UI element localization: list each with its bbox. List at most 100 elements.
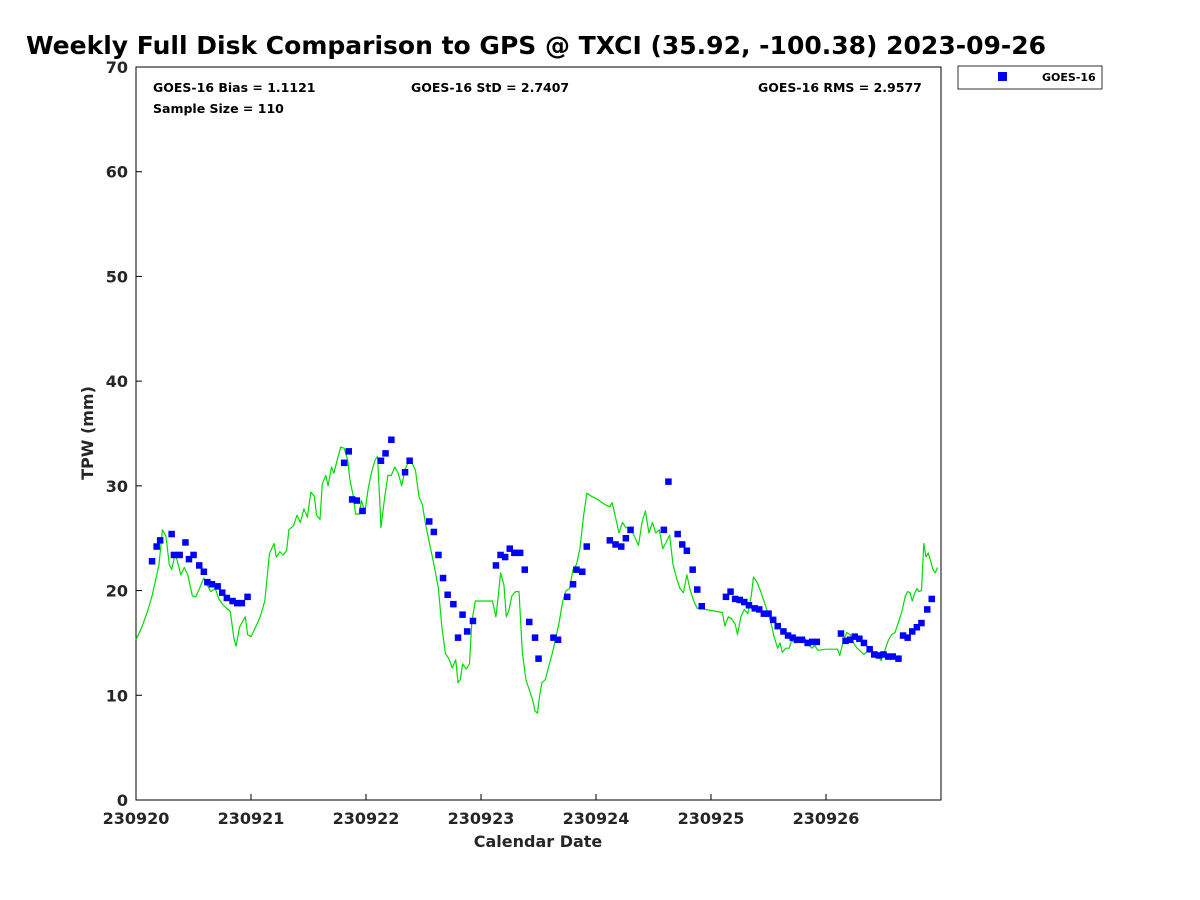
goes16-point <box>426 518 433 525</box>
goes16-point <box>348 496 356 503</box>
goes16-point <box>760 610 768 617</box>
goes16-point <box>756 606 763 613</box>
goes16-point <box>340 459 348 467</box>
goes16-point <box>531 634 539 641</box>
goes16-point <box>497 551 504 559</box>
goes16-point <box>196 562 203 569</box>
goes16-point <box>569 581 577 588</box>
goes16-point <box>804 639 811 647</box>
plot-frame <box>135 66 942 801</box>
goes16-point <box>928 595 935 603</box>
goes16-point <box>377 457 385 464</box>
goes16-point <box>860 639 868 647</box>
goes16-point <box>924 606 931 613</box>
goes16-point <box>435 551 442 559</box>
goes16-point <box>627 526 634 534</box>
stat-std: GOES-16 StD = 2.7407 <box>411 80 569 95</box>
goes16-point <box>521 566 528 573</box>
goes16-point <box>889 653 896 660</box>
goes16-point <box>406 457 413 464</box>
goes16-point <box>866 646 873 653</box>
y-tick-label: 0 <box>117 791 128 810</box>
y-tick-label: 50 <box>106 267 128 286</box>
goes16-point <box>204 578 211 586</box>
y-tick-label: 40 <box>106 372 128 391</box>
goes16-point <box>430 528 438 536</box>
goes16-point <box>345 448 352 455</box>
goes16-point <box>674 530 681 538</box>
x-tick-label: 230920 <box>103 809 170 828</box>
goes16-point <box>813 638 821 646</box>
goes16-point <box>353 497 361 504</box>
goes16-point <box>511 549 518 557</box>
x-tick-label: 230923 <box>448 809 515 828</box>
goes16-point <box>439 574 447 582</box>
goes16-point <box>469 617 477 625</box>
goes16-point <box>851 633 858 640</box>
goes16-point <box>229 597 236 605</box>
gps-line <box>135 446 939 714</box>
legend-marker-goes16 <box>998 72 1007 81</box>
goes16-point <box>769 616 777 624</box>
goes16-point <box>909 628 916 635</box>
goes16-point <box>200 568 208 575</box>
goes16-point <box>168 530 175 538</box>
goes16-point <box>564 593 571 601</box>
goes16-point <box>583 543 590 550</box>
goes16-point <box>880 651 887 658</box>
goes16-point <box>736 596 743 604</box>
y-tick-label: 20 <box>106 582 128 601</box>
goes16-point <box>913 624 921 631</box>
chart-title: Weekly Full Disk Comparison to GPS @ TXC… <box>26 31 1046 60</box>
goes16-point <box>689 566 696 573</box>
goes16-point <box>450 600 457 608</box>
goes16-point <box>176 551 183 559</box>
y-tick-label: 60 <box>106 163 128 182</box>
goes16-point <box>751 605 758 612</box>
goes16-point <box>506 545 513 552</box>
stat-rms: GOES-16 RMS = 2.9577 <box>758 80 922 95</box>
goes16-point <box>182 539 189 546</box>
goes16-point <box>698 603 705 610</box>
goes16-point <box>731 595 739 603</box>
goes16-point <box>156 537 164 544</box>
goes16-point <box>492 562 500 569</box>
goes16-point <box>784 632 792 639</box>
goes16-point <box>660 526 668 534</box>
goes16-point <box>153 543 160 550</box>
x-axis-label: Calendar Date <box>474 832 603 851</box>
goes16-point <box>244 593 251 601</box>
x-tick-label: 230924 <box>563 809 630 828</box>
goes16-point <box>382 450 389 457</box>
goes16-point <box>238 599 246 607</box>
goes16-point <box>679 541 686 548</box>
goes16-point <box>459 611 466 618</box>
goes16-point <box>622 535 630 542</box>
goes16-point <box>208 581 216 588</box>
plot-area: 0 10 20 30 40 50 60 70 230920 230921 230922 230923… <box>103 58 942 828</box>
goes16-point <box>794 636 801 643</box>
y-tick-label: 30 <box>106 477 128 496</box>
goes16-point <box>554 636 562 643</box>
legend-label-goes16: GOES-16 <box>1042 71 1096 84</box>
goes16-point <box>694 586 701 593</box>
goes16-point <box>579 568 586 575</box>
goes16-point <box>884 653 892 660</box>
goes16-point <box>808 638 816 646</box>
goes16-point <box>918 619 925 627</box>
stat-sample-size: Sample Size = 110 <box>153 101 284 116</box>
goes16-point <box>846 636 854 643</box>
goes16-point <box>214 583 221 590</box>
goes16-point <box>904 634 911 641</box>
goes16-point <box>516 549 524 557</box>
goes16-point <box>148 558 156 565</box>
stat-bias: GOES-16 Bias = 1.1121 <box>153 80 315 95</box>
goes16-point <box>895 655 902 662</box>
goes16-point <box>856 635 863 642</box>
goes16-point <box>463 628 471 635</box>
y-tick-label: 10 <box>106 686 128 705</box>
goes16-point <box>899 632 907 639</box>
goes16-point <box>798 636 806 643</box>
goes16-point <box>741 598 748 606</box>
